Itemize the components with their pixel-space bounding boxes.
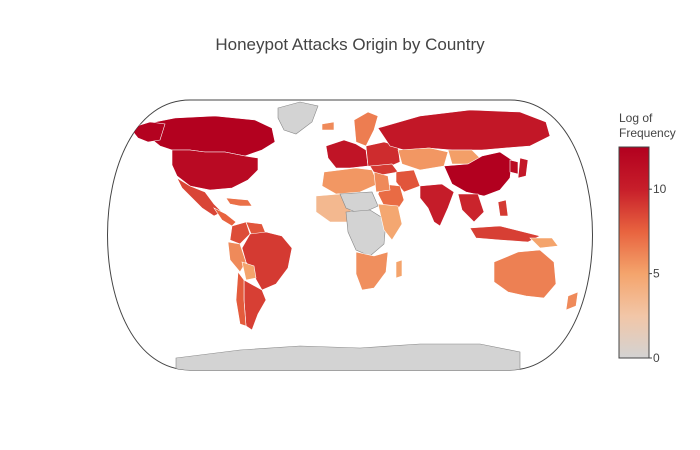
colorbar-gradient	[618, 146, 650, 359]
world-map	[107, 99, 593, 372]
region-eastern-europe[interactable]	[365, 141, 401, 169]
colorbar-tick-label: 0	[653, 351, 660, 365]
colorbar-ticks: 0 5 10	[649, 182, 667, 365]
region-southeast-asia[interactable]	[457, 193, 485, 223]
region-central-africa[interactable]	[345, 209, 387, 257]
region-korea[interactable]	[509, 159, 519, 175]
colorbar-title-line2: Frequency	[619, 126, 676, 140]
region-united-states[interactable]	[171, 149, 259, 191]
region-central-america[interactable]	[213, 207, 237, 227]
region-papua-new-guinea[interactable]	[529, 237, 559, 249]
colorbar-title-line1: Log of	[619, 111, 653, 125]
region-australia[interactable]	[493, 249, 557, 299]
region-iceland[interactable]	[321, 121, 335, 131]
region-madagascar[interactable]	[395, 259, 403, 279]
colorbar: Log of Frequency 0 5 10	[618, 111, 676, 365]
region-colombia[interactable]	[229, 221, 251, 245]
region-alaska-usa[interactable]	[129, 121, 166, 143]
region-caribbean[interactable]	[225, 197, 253, 207]
region-iran[interactable]	[395, 169, 421, 193]
region-japan[interactable]	[517, 157, 529, 179]
chart-title: Honeypot Attacks Origin by Country	[215, 35, 485, 54]
region-chile[interactable]	[235, 271, 247, 327]
region-scandinavia[interactable]	[353, 111, 379, 147]
region-antarctica[interactable]	[175, 343, 521, 372]
region-north-africa[interactable]	[321, 167, 379, 195]
colorbar-tick-label: 5	[653, 267, 660, 281]
region-east-africa[interactable]	[377, 203, 403, 241]
region-philippines[interactable]	[497, 199, 509, 217]
region-southern-africa[interactable]	[355, 251, 389, 291]
colorbar-tick-label: 10	[653, 182, 667, 196]
country-regions	[129, 101, 579, 372]
region-greenland[interactable]	[277, 101, 319, 135]
region-china[interactable]	[443, 151, 513, 197]
region-bolivia[interactable]	[241, 261, 257, 281]
region-egypt[interactable]	[373, 171, 391, 193]
region-new-zealand[interactable]	[565, 291, 579, 311]
region-india[interactable]	[419, 183, 455, 227]
